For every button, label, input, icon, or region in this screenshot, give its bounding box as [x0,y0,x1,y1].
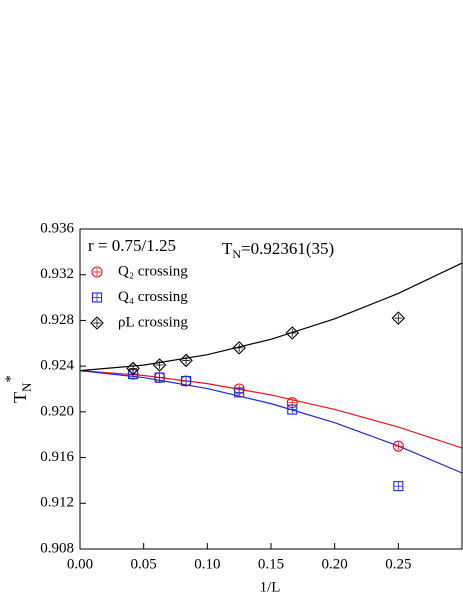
marker [287,404,298,415]
y-tick-label: 0.916 [40,449,74,465]
legend-label: Q₂ crossing [118,263,188,279]
marker [91,292,103,303]
marker-shape [181,375,192,387]
x-tick-label: 0.25 [385,556,411,572]
legend-label: ρL crossing [118,314,188,330]
y-tick-label: 0.912 [40,495,74,511]
y-label-sup: * [3,375,19,383]
marker-shape [393,481,404,492]
y-tick-label: 0.928 [40,312,74,328]
marker [232,341,246,355]
annotation-rest: =0.92361(35) [241,239,334,258]
x-tick-label: 0.00 [67,556,93,572]
marker-shape [91,292,103,303]
annotation-sub: N [232,247,241,261]
y-tick-label: 0.932 [40,266,74,282]
annotation: TN=0.92361(35) [222,239,334,261]
y-tick-label: 0.908 [40,540,74,556]
marker [91,266,103,278]
marker-shape [126,361,140,376]
marker [152,358,167,372]
fit-curve [80,370,462,449]
legend-label: Q₄ crossing [118,289,188,305]
marker-shape [179,353,193,368]
marker-shape [391,311,406,325]
marker-shape [232,341,246,355]
marker [90,316,104,330]
fit-curve [80,262,462,372]
marker-shape [154,372,165,383]
y-axis-label: TN* [3,375,34,403]
y-label-sub: N [19,382,34,392]
y-tick-label: 0.924 [40,358,74,374]
marker-shape [90,316,104,330]
x-tick-label: 0.15 [258,556,284,572]
annotation: r = 0.75/1.25 [88,236,176,255]
y-tick-label: 0.920 [40,403,74,419]
x-axis-label: 1/L [260,579,281,595]
marker [391,311,406,325]
x-tick-label: 0.10 [194,556,220,572]
y-label-main: T [10,392,30,403]
marker [234,387,245,398]
marker-shape [91,266,103,278]
marker [392,440,404,452]
marker [285,326,300,340]
x-tick-label: 0.20 [322,556,348,572]
marker-shape [234,387,245,398]
marker [154,372,165,383]
marker-shape [392,440,404,452]
x-tick-label: 0.05 [131,556,157,572]
marker-shape [152,358,167,372]
fit-curve [80,370,462,474]
plot-frame [79,228,463,550]
y-tick-label: 0.936 [40,220,74,236]
marker [181,375,192,387]
marker [393,481,404,492]
marker-shape [285,326,300,340]
marker [179,353,193,368]
marker [126,361,140,376]
annotation-main: T [222,239,233,258]
marker-shape [287,404,298,415]
